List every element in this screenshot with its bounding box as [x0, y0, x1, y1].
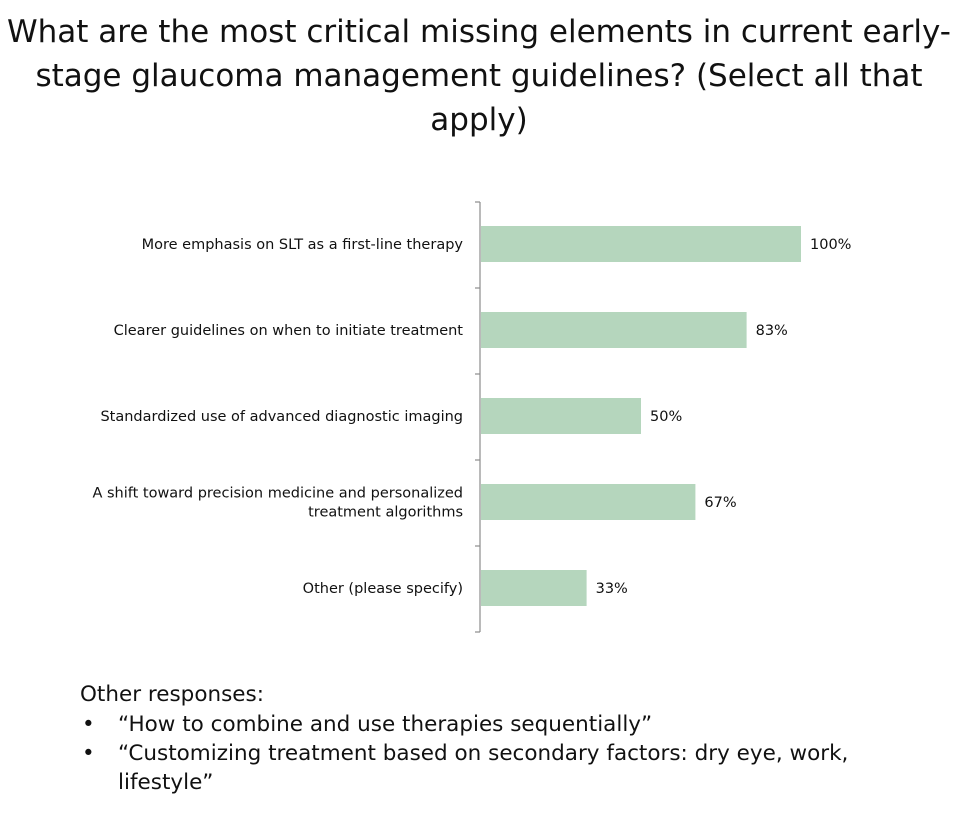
other-response-item: “How to combine and use therapies sequen…	[80, 710, 940, 739]
bar	[481, 226, 801, 262]
bar-value-label: 100%	[810, 237, 851, 253]
category-label: Standardized use of advanced diagnostic …	[100, 409, 463, 425]
chart-title-line-1: What are the most critical missing eleme…	[7, 14, 951, 50]
chart-title-line-2: stage glaucoma management guidelines? (S…	[35, 58, 923, 94]
bar	[481, 312, 747, 348]
other-responses-list: “How to combine and use therapies sequen…	[80, 710, 940, 797]
bar-chart: 100% More emphasis on SLT as a first-line…	[92, 201, 851, 633]
category-label: treatment algorithms	[308, 505, 463, 521]
bar-value-label: 50%	[650, 409, 682, 425]
other-response-text: lifestyle”	[118, 770, 214, 795]
bar	[481, 570, 587, 606]
other-responses: Other responses: “How to combine and use…	[80, 680, 940, 797]
other-response-text: “Customizing treatment based on secondar…	[118, 741, 849, 766]
category-label: More emphasis on SLT as a first-line the…	[142, 237, 464, 253]
chart-title-line-3: apply)	[430, 102, 528, 138]
bar	[481, 484, 696, 520]
category-label: A shift toward precision medicine and pe…	[92, 486, 463, 502]
other-responses-heading: Other responses:	[80, 682, 264, 707]
category-label: Clearer guidelines on when to initiate t…	[114, 323, 464, 339]
bar-value-label: 33%	[596, 581, 628, 597]
other-response-text: “How to combine and use therapies sequen…	[118, 712, 653, 737]
chart-title: What are the most critical missing eleme…	[0, 10, 958, 142]
bar	[481, 398, 641, 434]
category-label: Other (please specify)	[303, 581, 463, 597]
bar-value-label: 67%	[704, 495, 736, 511]
bar-value-label: 83%	[756, 323, 788, 339]
other-response-item: “Customizing treatment based on secondar…	[80, 739, 940, 797]
